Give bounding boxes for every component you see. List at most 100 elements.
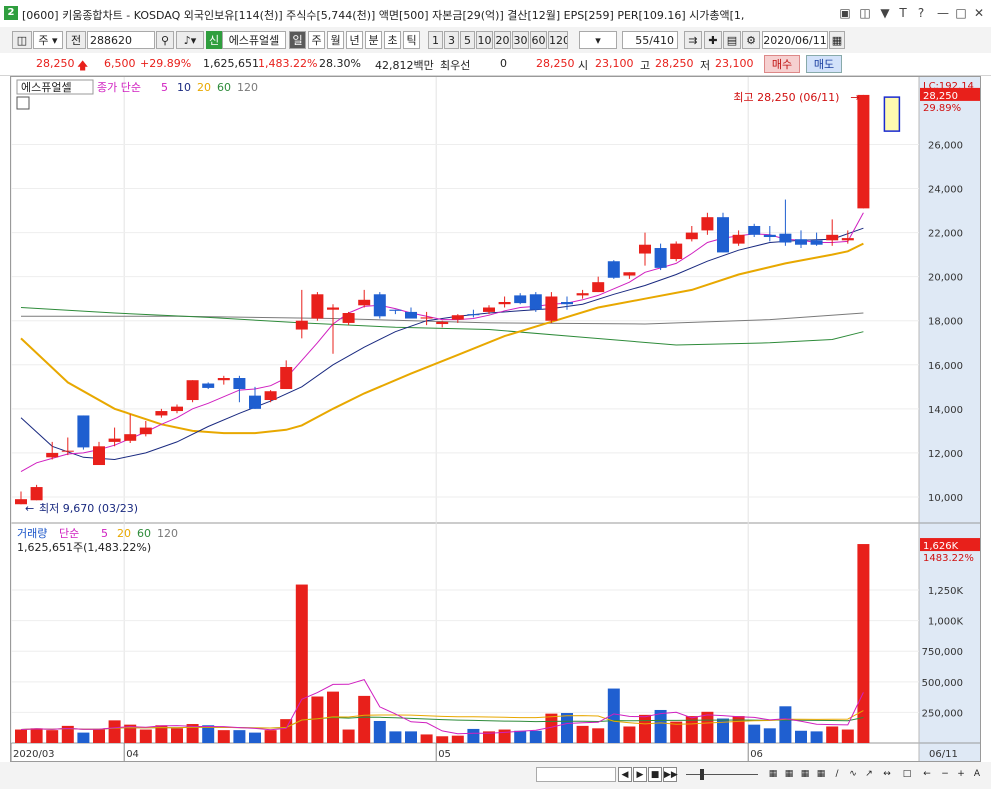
window-layout-icon[interactable]: ▣ [839,6,851,20]
volume-ratio: 1,483.22% [258,57,318,70]
zoom-slider-thumb[interactable] [700,769,704,780]
volume-legend-period: 5 [101,527,108,540]
buy-button[interactable]: 매수 [764,55,800,73]
interval-button[interactable]: 10 [476,31,493,49]
period-tab[interactable]: 분 [365,31,382,49]
tool-icon-3[interactable]: ▦ [800,769,810,779]
volume-bar [358,695,371,743]
candle-body [295,320,308,330]
stop-icon[interactable]: ■ [648,767,662,782]
volume-bar [529,730,542,743]
interval-button[interactable]: 1 [428,31,443,49]
tool-icon-2[interactable]: ▦ [784,769,794,779]
interval-button[interactable]: 60 [530,31,547,49]
volume-tick-label: 1,250K [928,586,964,597]
interval-button[interactable]: 30 [512,31,529,49]
interval-button[interactable]: 120 [548,31,568,49]
interval-button[interactable]: 5 [460,31,475,49]
volume-bar [498,729,511,743]
candle-body [264,391,277,401]
scroll-track[interactable] [536,767,616,782]
compare-icon[interactable]: ⇉ [684,31,702,49]
wave-tool-icon[interactable]: ∿ [849,769,857,779]
date-input[interactable]: 2020/06/11 [762,31,828,49]
period-tab[interactable]: 월 [327,31,344,49]
layout-icon[interactable]: ◫ [12,31,32,49]
change-value: 6,500 [104,57,136,70]
sell-button[interactable]: 매도 [806,55,842,73]
tool-icon-1[interactable]: ▦ [768,769,778,779]
period-tab[interactable]: 일 [289,31,306,49]
x-tick-label: 05 [438,749,451,760]
period-tab[interactable]: 초 [384,31,401,49]
chart-area[interactable]: 2020/03 04 05 06 06/11 26,000 24,000 22,000 20,0… [10,76,981,762]
stock-chart[interactable]: 2020/03 04 05 06 06/11 26,000 24,000 22,000 20,0… [10,77,980,761]
help-icon[interactable]: ? [917,6,925,20]
font-size-icon[interactable]: A [973,769,981,779]
candle-body [389,309,402,311]
interval-button[interactable]: 20 [494,31,511,49]
arrows-icon[interactable]: ↔ [883,769,891,779]
gear-icon[interactable]: ⚙ [742,31,760,49]
play-icon[interactable]: ▶ [633,767,647,782]
volume-bar [15,729,27,743]
close-icon[interactable]: ✕ [973,6,985,20]
period-tab[interactable]: 주 [308,31,325,49]
low-label: 저 [700,59,711,72]
period-tab[interactable]: 틱 [403,31,420,49]
prev-button[interactable]: 전 [66,31,86,49]
candle-body [217,378,230,381]
legend-stock-name: 에스퓨얼셀 [21,80,72,94]
save-icon[interactable]: ▤ [723,31,741,49]
search-icon[interactable]: ⚲ [156,31,174,49]
speaker-icon[interactable]: ♪▾ [176,31,204,49]
stock-name: 에스퓨얼셀 [222,31,286,49]
zoom-in-icon[interactable]: + [957,769,965,779]
interval-dropdown[interactable]: ▾ [579,31,617,49]
font-icon[interactable]: T [899,6,907,20]
volume-bar [171,728,183,743]
stock-code-value: 288620 [90,34,132,47]
volume-bar [623,726,636,743]
minimize-icon[interactable]: — [937,6,949,20]
open-label: 시 [578,59,589,72]
volume-bar [295,584,308,743]
title-bar: 2 [0600] 키움종합차트 - KOSDAQ 외국인보유[114(천)] 주… [0,0,991,28]
candle-body [358,299,371,306]
box-icon[interactable]: □ [902,769,912,779]
pin-icon[interactable]: ▼ [880,6,890,20]
volume-bar [654,709,667,743]
candle-body [654,248,667,268]
volume-bar [264,730,277,743]
maximize-icon[interactable]: □ [955,6,967,20]
volume-legend-ma: 단순 [59,527,79,540]
high-annotation: 최고 28,250 (06/11) [733,91,839,104]
volume-bar [233,730,246,743]
candle-body [732,234,745,244]
price-axis-bg [919,77,980,761]
zoom-out-icon[interactable]: − [941,769,949,779]
zoom-slider[interactable] [682,767,762,782]
count-input[interactable]: 55/410 [622,31,678,49]
arrow-left-icon[interactable]: ← [923,769,931,779]
next-icon[interactable]: ▶▶ [663,767,678,782]
period-tab[interactable]: 년 [346,31,363,49]
volume-bar [202,725,215,743]
prev-icon[interactable]: ◀ [618,767,632,782]
tool-icon-4[interactable]: ▦ [816,769,826,779]
volume-bar [373,720,386,743]
window-split-icon[interactable]: ◫ [859,6,871,20]
trend-tool-icon[interactable]: ↗ [865,769,873,779]
best-bid-label: 최우선 [440,59,471,72]
projection-box [883,96,901,132]
stock-code-input[interactable]: 288620 [87,31,155,49]
volume-bar [217,730,230,743]
interval-button[interactable]: 3 [444,31,459,49]
volume-bar [779,706,792,743]
candle-body [436,321,449,325]
volume-legend-name: 거래량 [17,527,47,540]
market-select[interactable]: 주 ▾ [33,31,63,49]
crosshair-icon[interactable]: ✚ [704,31,722,49]
line-tool-icon[interactable]: ∕ [835,769,839,779]
calendar-icon[interactable]: ▦ [829,31,845,49]
